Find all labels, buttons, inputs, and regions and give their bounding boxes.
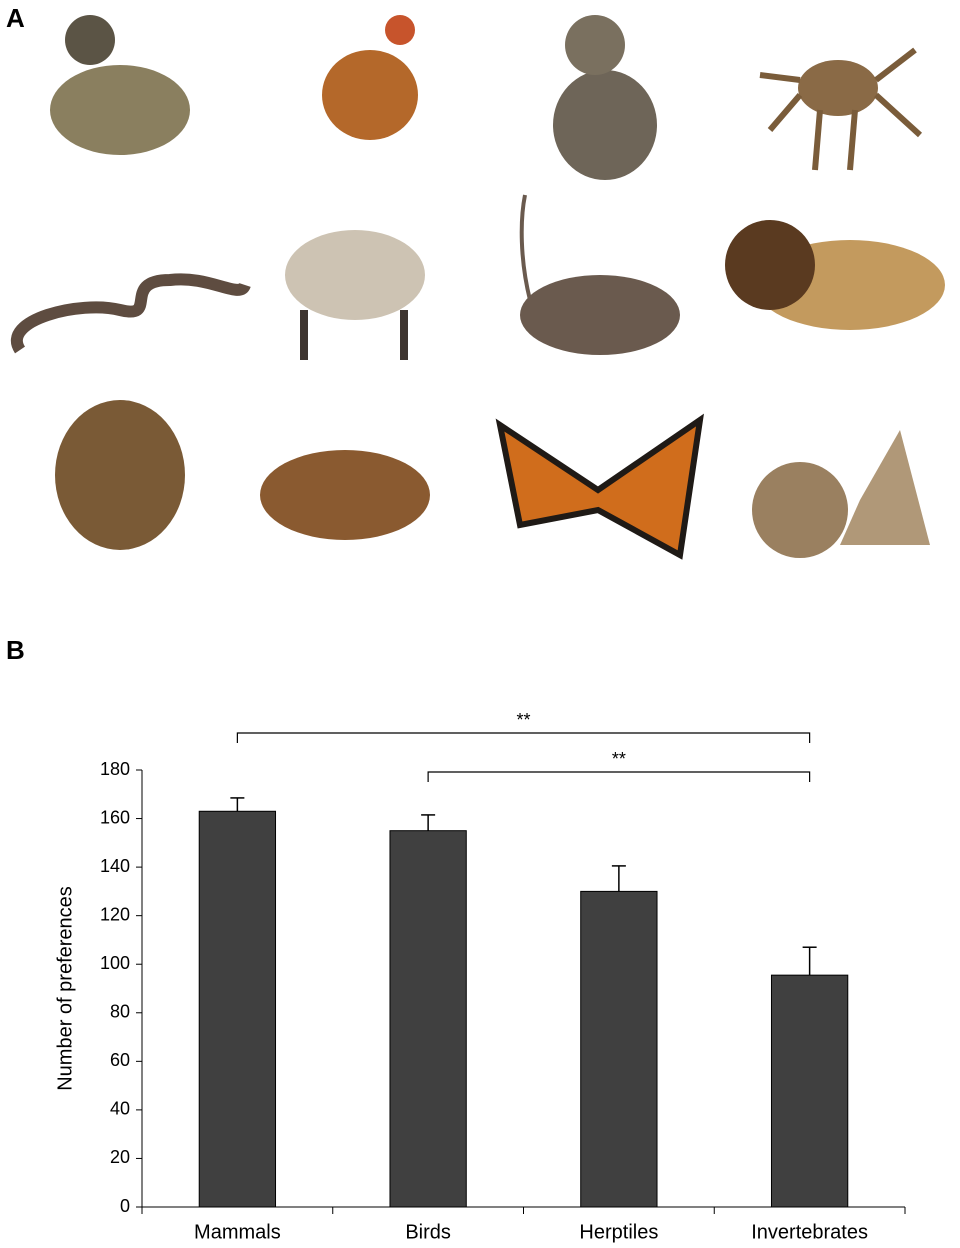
- butterfly: [495, 413, 704, 560]
- sheep: [285, 230, 425, 320]
- cat: [553, 70, 657, 180]
- y-tick-label: 20: [110, 1147, 130, 1167]
- snake: [11, 273, 251, 354]
- y-tick-label: 60: [110, 1050, 130, 1070]
- animal-photos: [11, 15, 945, 560]
- y-tick-label: 160: [100, 807, 130, 827]
- significance-label: **: [612, 749, 626, 769]
- owl: [55, 400, 185, 550]
- significance-label: **: [516, 710, 530, 730]
- bar: [580, 890, 658, 1208]
- y-tick-label: 0: [120, 1196, 130, 1216]
- significance-bracket: [427, 771, 811, 782]
- monkey: [50, 65, 190, 155]
- mouse: [520, 275, 680, 355]
- spider-legs: [759, 47, 923, 171]
- x-tick-label: Invertebrates: [751, 1221, 868, 1243]
- y-tick-label: 180: [100, 759, 130, 779]
- y-tick-label: 140: [100, 856, 130, 876]
- y-tick-label: 80: [110, 1002, 130, 1022]
- chicken: [322, 50, 418, 140]
- x-tick-label: Mammals: [194, 1221, 281, 1243]
- sheep-leg: [400, 310, 408, 360]
- panel-label: A: [6, 3, 25, 33]
- monkey-head: [65, 15, 115, 65]
- snail-body: [840, 430, 930, 545]
- bar: [389, 830, 467, 1208]
- sheep-leg: [300, 310, 308, 360]
- y-tick-label: 40: [110, 1099, 130, 1119]
- mouse-tail: [519, 194, 532, 301]
- chicken-head: [385, 15, 415, 45]
- significance-bracket: [236, 732, 811, 743]
- y-tick-label: 100: [100, 953, 130, 973]
- y-tick-label: 120: [100, 904, 130, 924]
- x-tick-label: Birds: [405, 1221, 451, 1243]
- turtle: [260, 450, 430, 540]
- bar: [198, 810, 277, 1208]
- y-axis-label: Number of preferences: [54, 886, 76, 1091]
- lion-mane: [725, 220, 815, 310]
- x-tick-label: Herptiles: [579, 1221, 658, 1243]
- spider: [798, 60, 878, 116]
- snail-shell: [752, 462, 848, 558]
- panel-label: B: [6, 635, 25, 665]
- bar: [770, 974, 849, 1208]
- cat-head: [565, 15, 625, 75]
